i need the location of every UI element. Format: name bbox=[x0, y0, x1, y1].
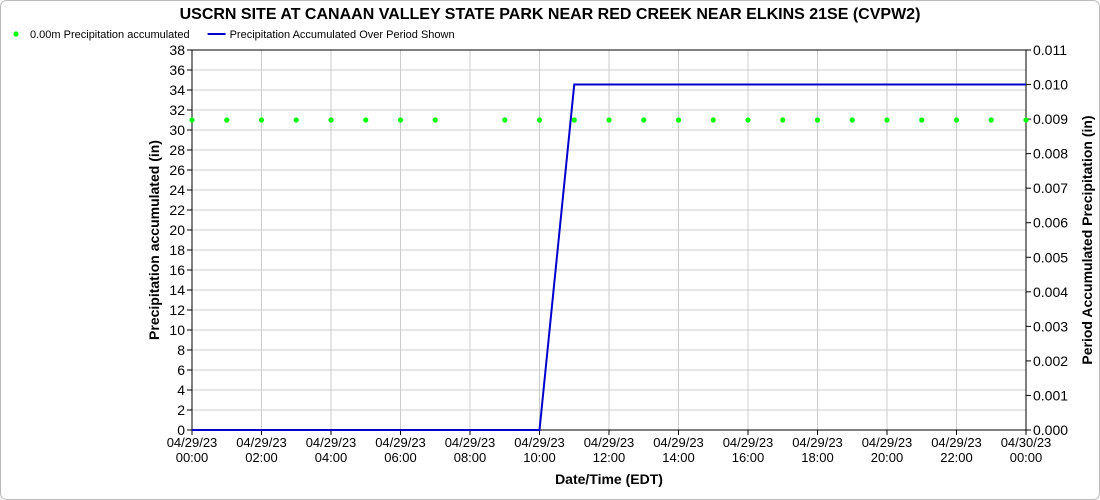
y-tick-label: 32 bbox=[169, 102, 185, 118]
x-tick-label: 04/29/23 06:00 bbox=[375, 435, 426, 465]
y2-tick-label: 0.004 bbox=[1033, 284, 1068, 300]
data-point bbox=[258, 117, 265, 123]
data-point bbox=[502, 117, 508, 123]
data-point bbox=[953, 117, 960, 123]
y2-axis-title: Period Accumulated Precipitation (in) bbox=[1079, 115, 1095, 364]
data-point bbox=[363, 117, 369, 123]
y2-tick-label: 0.006 bbox=[1033, 215, 1068, 231]
data-point bbox=[1023, 117, 1029, 123]
x-tick-label: 04/29/23 14:00 bbox=[653, 435, 704, 465]
y-tick-label: 22 bbox=[169, 202, 185, 218]
data-point bbox=[988, 117, 994, 123]
y-tick-label: 10 bbox=[169, 322, 185, 338]
x-tick-label: 04/29/23 22:00 bbox=[931, 435, 982, 465]
plot-border bbox=[191, 49, 1027, 431]
data-line bbox=[192, 83, 1026, 431]
y-tick-label: 18 bbox=[169, 242, 185, 258]
data-point bbox=[675, 117, 682, 123]
y-tick-label: 12 bbox=[169, 302, 185, 318]
legend-label: Precipitation Accumulated Over Period Sh… bbox=[230, 29, 455, 41]
y-axis-title: Precipitation accumulated (in) bbox=[146, 140, 162, 340]
y-tick-label: 6 bbox=[177, 362, 185, 378]
data-point bbox=[397, 117, 404, 123]
x-axis-title: Date/Time (EDT) bbox=[555, 471, 663, 487]
y2-tick-label: 0.003 bbox=[1033, 318, 1068, 334]
legend-marker bbox=[13, 31, 19, 37]
y-tick-label: 16 bbox=[169, 262, 185, 278]
data-point bbox=[919, 117, 925, 123]
data-point bbox=[606, 117, 612, 123]
y-tick-label: 0 bbox=[177, 422, 185, 438]
y-tick-label: 30 bbox=[169, 122, 185, 138]
data-point bbox=[189, 117, 195, 123]
data-point bbox=[536, 117, 543, 123]
y-tick-label: 20 bbox=[169, 222, 185, 238]
data-point bbox=[328, 117, 334, 123]
x-tick-label: 04/29/23 10:00 bbox=[514, 435, 565, 465]
y2-tick-label: 0.007 bbox=[1033, 180, 1068, 196]
y2-tick-label: 0.001 bbox=[1033, 387, 1068, 403]
y-tick-label: 36 bbox=[169, 62, 185, 78]
chart-title: USCRN SITE AT CANAAN VALLEY STATE PARK N… bbox=[180, 6, 921, 23]
data-point bbox=[745, 117, 751, 123]
data-point bbox=[293, 117, 299, 123]
legend-label: 0.00m Precipitation accumulated bbox=[30, 29, 190, 41]
y-tick-label: 8 bbox=[177, 342, 185, 358]
y2-tick-label: 0.008 bbox=[1033, 146, 1068, 162]
y-tick-label: 14 bbox=[169, 282, 185, 298]
y-tick-label: 26 bbox=[169, 162, 185, 178]
y2-tick-label: 0.010 bbox=[1033, 77, 1068, 93]
x-tick-label: 04/29/23 08:00 bbox=[445, 435, 496, 465]
x-tick-label: 04/29/23 16:00 bbox=[723, 435, 774, 465]
y-tick-label: 38 bbox=[169, 42, 185, 58]
data-point bbox=[224, 117, 230, 123]
y2-tick-label: 0.009 bbox=[1033, 111, 1068, 127]
x-tick-label: 04/29/23 20:00 bbox=[862, 435, 913, 465]
data-point bbox=[780, 117, 786, 123]
data-point bbox=[884, 117, 890, 123]
x-tick-label: 04/29/23 18:00 bbox=[792, 435, 843, 465]
x-tick-label: 04/29/23 02:00 bbox=[236, 435, 287, 465]
data-point bbox=[710, 117, 716, 123]
y-tick-label: 28 bbox=[169, 142, 185, 158]
data-point bbox=[814, 117, 821, 123]
data-point bbox=[571, 117, 577, 123]
data-point bbox=[641, 117, 647, 123]
x-tick-label: 04/29/23 00:00 bbox=[167, 435, 218, 465]
y2-tick-label: 0.002 bbox=[1033, 353, 1068, 369]
x-tick-label: 04/29/23 12:00 bbox=[584, 435, 635, 465]
y-tick-label: 4 bbox=[177, 382, 185, 398]
data-point bbox=[849, 117, 855, 123]
x-tick-label: 04/29/23 04:00 bbox=[306, 435, 357, 465]
y-tick-label: 24 bbox=[169, 182, 185, 198]
data-point bbox=[432, 117, 438, 123]
y2-tick-label: 0.005 bbox=[1033, 249, 1068, 265]
x-tick-label: 04/30/23 00:00 bbox=[1001, 435, 1052, 465]
y2-tick-label: 0.000 bbox=[1033, 422, 1068, 438]
y2-tick-label: 0.011 bbox=[1033, 42, 1067, 58]
y-tick-label: 34 bbox=[169, 82, 185, 98]
y-tick-label: 2 bbox=[177, 402, 185, 418]
